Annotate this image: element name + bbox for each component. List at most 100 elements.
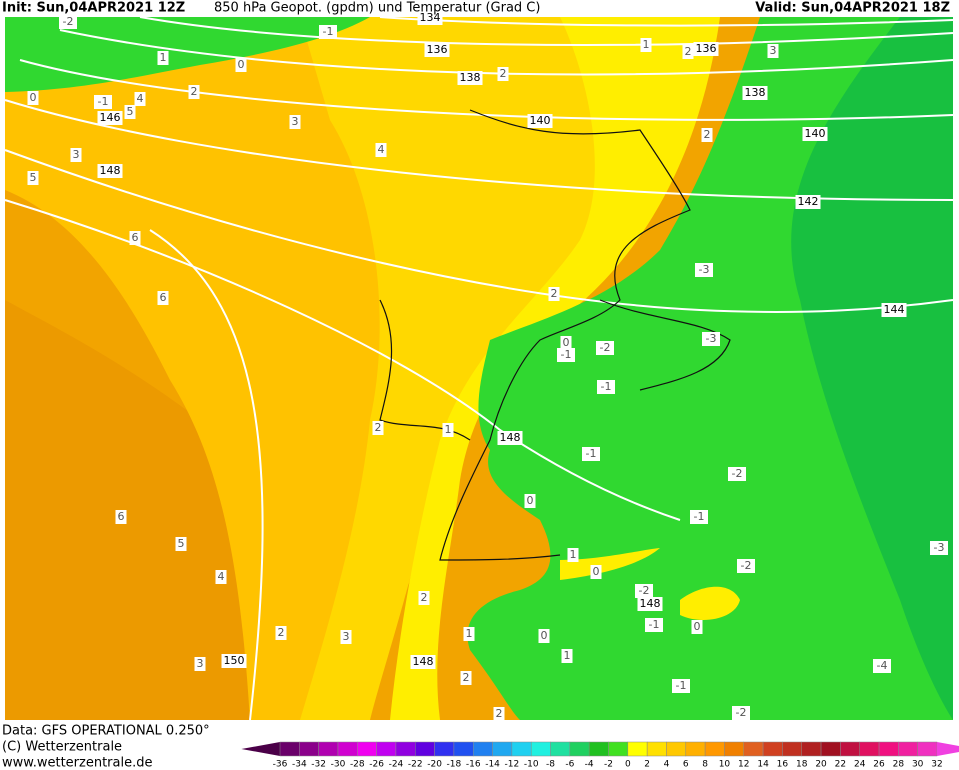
geopotential-label: 142 (798, 195, 819, 208)
label-box (690, 510, 708, 524)
label-box (27, 171, 39, 185)
label-box (695, 263, 713, 277)
temperature-label: -3 (934, 541, 945, 554)
colorbar-tick-label: -6 (565, 760, 574, 770)
label-box (115, 510, 127, 524)
colorbar: -36 -34 -32 -30 -28 -26 -24 -22 -20 -18 -16 -14 -12-… (241, 741, 959, 770)
label-box (635, 584, 653, 598)
region-zero-patch (680, 586, 740, 620)
temperature-label: -1 (676, 679, 687, 692)
label-box (175, 537, 187, 551)
geopotential-label: 138 (460, 71, 481, 84)
temperature-label: -2 (63, 15, 74, 28)
colorbar-tick-label: 28 (893, 760, 905, 770)
colorbar-tick-label: -18 (447, 760, 462, 770)
colorbar-box (627, 741, 648, 757)
label-box (672, 679, 690, 693)
label-box (590, 565, 602, 579)
label-box (97, 111, 123, 125)
colorbar-box (917, 741, 938, 757)
geopotential-label: 144 (884, 303, 905, 316)
label-box (194, 657, 206, 671)
label-box (94, 95, 112, 109)
label-box (457, 71, 483, 85)
temperature-label: -2 (732, 467, 743, 480)
colorbar-box (569, 741, 590, 757)
colorbar-box (453, 741, 474, 757)
colorbar-box (666, 741, 687, 757)
colorbar-box (376, 741, 397, 757)
label-box (410, 655, 436, 669)
colorbar-box (704, 741, 725, 757)
temperature-label: 2 (685, 45, 692, 58)
label-box (70, 148, 82, 162)
temperature-label: 2 (500, 67, 507, 80)
region-warmest (5, 300, 260, 720)
geopotential-label: 148 (413, 655, 434, 668)
map-background (5, 17, 953, 720)
label-box (375, 143, 387, 157)
border-line (599, 299, 731, 391)
temperature-label: 2 (704, 128, 711, 141)
temperature-label: 3 (292, 115, 299, 128)
map-title: 850 hPa Geopot. (gpdm) und Temperatur (G… (214, 1, 540, 16)
colorbar-arrow (241, 742, 280, 756)
colorbar-tick-label: -14 (485, 760, 500, 770)
temperature-label: 3 (343, 630, 350, 643)
label-box (732, 706, 750, 720)
colorbar-box (415, 741, 435, 757)
colorbar-box (820, 741, 841, 757)
colorbar-tick-label: 2 (644, 760, 650, 770)
colorbar-tick-label: 32 (931, 760, 942, 770)
label-box (463, 627, 475, 641)
colorbar-box (511, 741, 532, 757)
temperature-label: 0 (238, 58, 245, 71)
temperature-label: 1 (445, 423, 452, 436)
colorbar-tick-label: 12 (738, 760, 749, 770)
border-line (379, 299, 471, 441)
colorbar-tick-label: 22 (835, 760, 846, 770)
label-box (538, 629, 550, 643)
colorbar-tick-label: 16 (777, 760, 789, 770)
colorbar-tick-label: -16 (466, 760, 481, 770)
colorbar-box (492, 741, 513, 757)
label-box (157, 291, 169, 305)
temperature-label: 6 (132, 231, 139, 244)
colorbar-box (685, 741, 706, 757)
label-box (319, 25, 337, 39)
isoline (59, 29, 954, 76)
colorbar-box (357, 741, 377, 757)
temperature-label: 0 (541, 629, 548, 642)
colorbar-tick-label: 30 (912, 760, 924, 770)
temperature-label: -4 (877, 659, 888, 672)
website: www.wetterzentrale.de (2, 756, 152, 770)
temperature-label: 1 (564, 649, 571, 662)
label-box (702, 332, 720, 346)
colorbar-box (743, 741, 764, 757)
isoline (4, 199, 681, 521)
temperature-label: -1 (586, 447, 597, 460)
colorbar-arrow (937, 742, 959, 756)
isoline (139, 16, 954, 46)
init-time: Init: Sun,04APR2021 12Z (2, 1, 185, 16)
temperature-label: 5 (30, 171, 37, 184)
temperature-label: 5 (178, 537, 185, 550)
temperature-label: 2 (551, 287, 558, 300)
label-box (527, 114, 553, 128)
label-box (742, 86, 768, 100)
geopotential-label: 148 (100, 164, 121, 177)
colorbar-box (898, 741, 918, 757)
temperature-label: 4 (218, 570, 225, 583)
colorbar-tick-label: 26 (873, 760, 885, 770)
colorbar-box (724, 741, 745, 757)
label-box (701, 128, 713, 142)
label-box (640, 38, 652, 52)
label-box (188, 85, 200, 99)
colorbar-tick-label: 4 (664, 760, 670, 770)
label-box (417, 11, 443, 25)
label-box (557, 348, 575, 362)
colorbar-tick-label: -2 (604, 760, 613, 770)
temperature-label: 1 (570, 548, 577, 561)
